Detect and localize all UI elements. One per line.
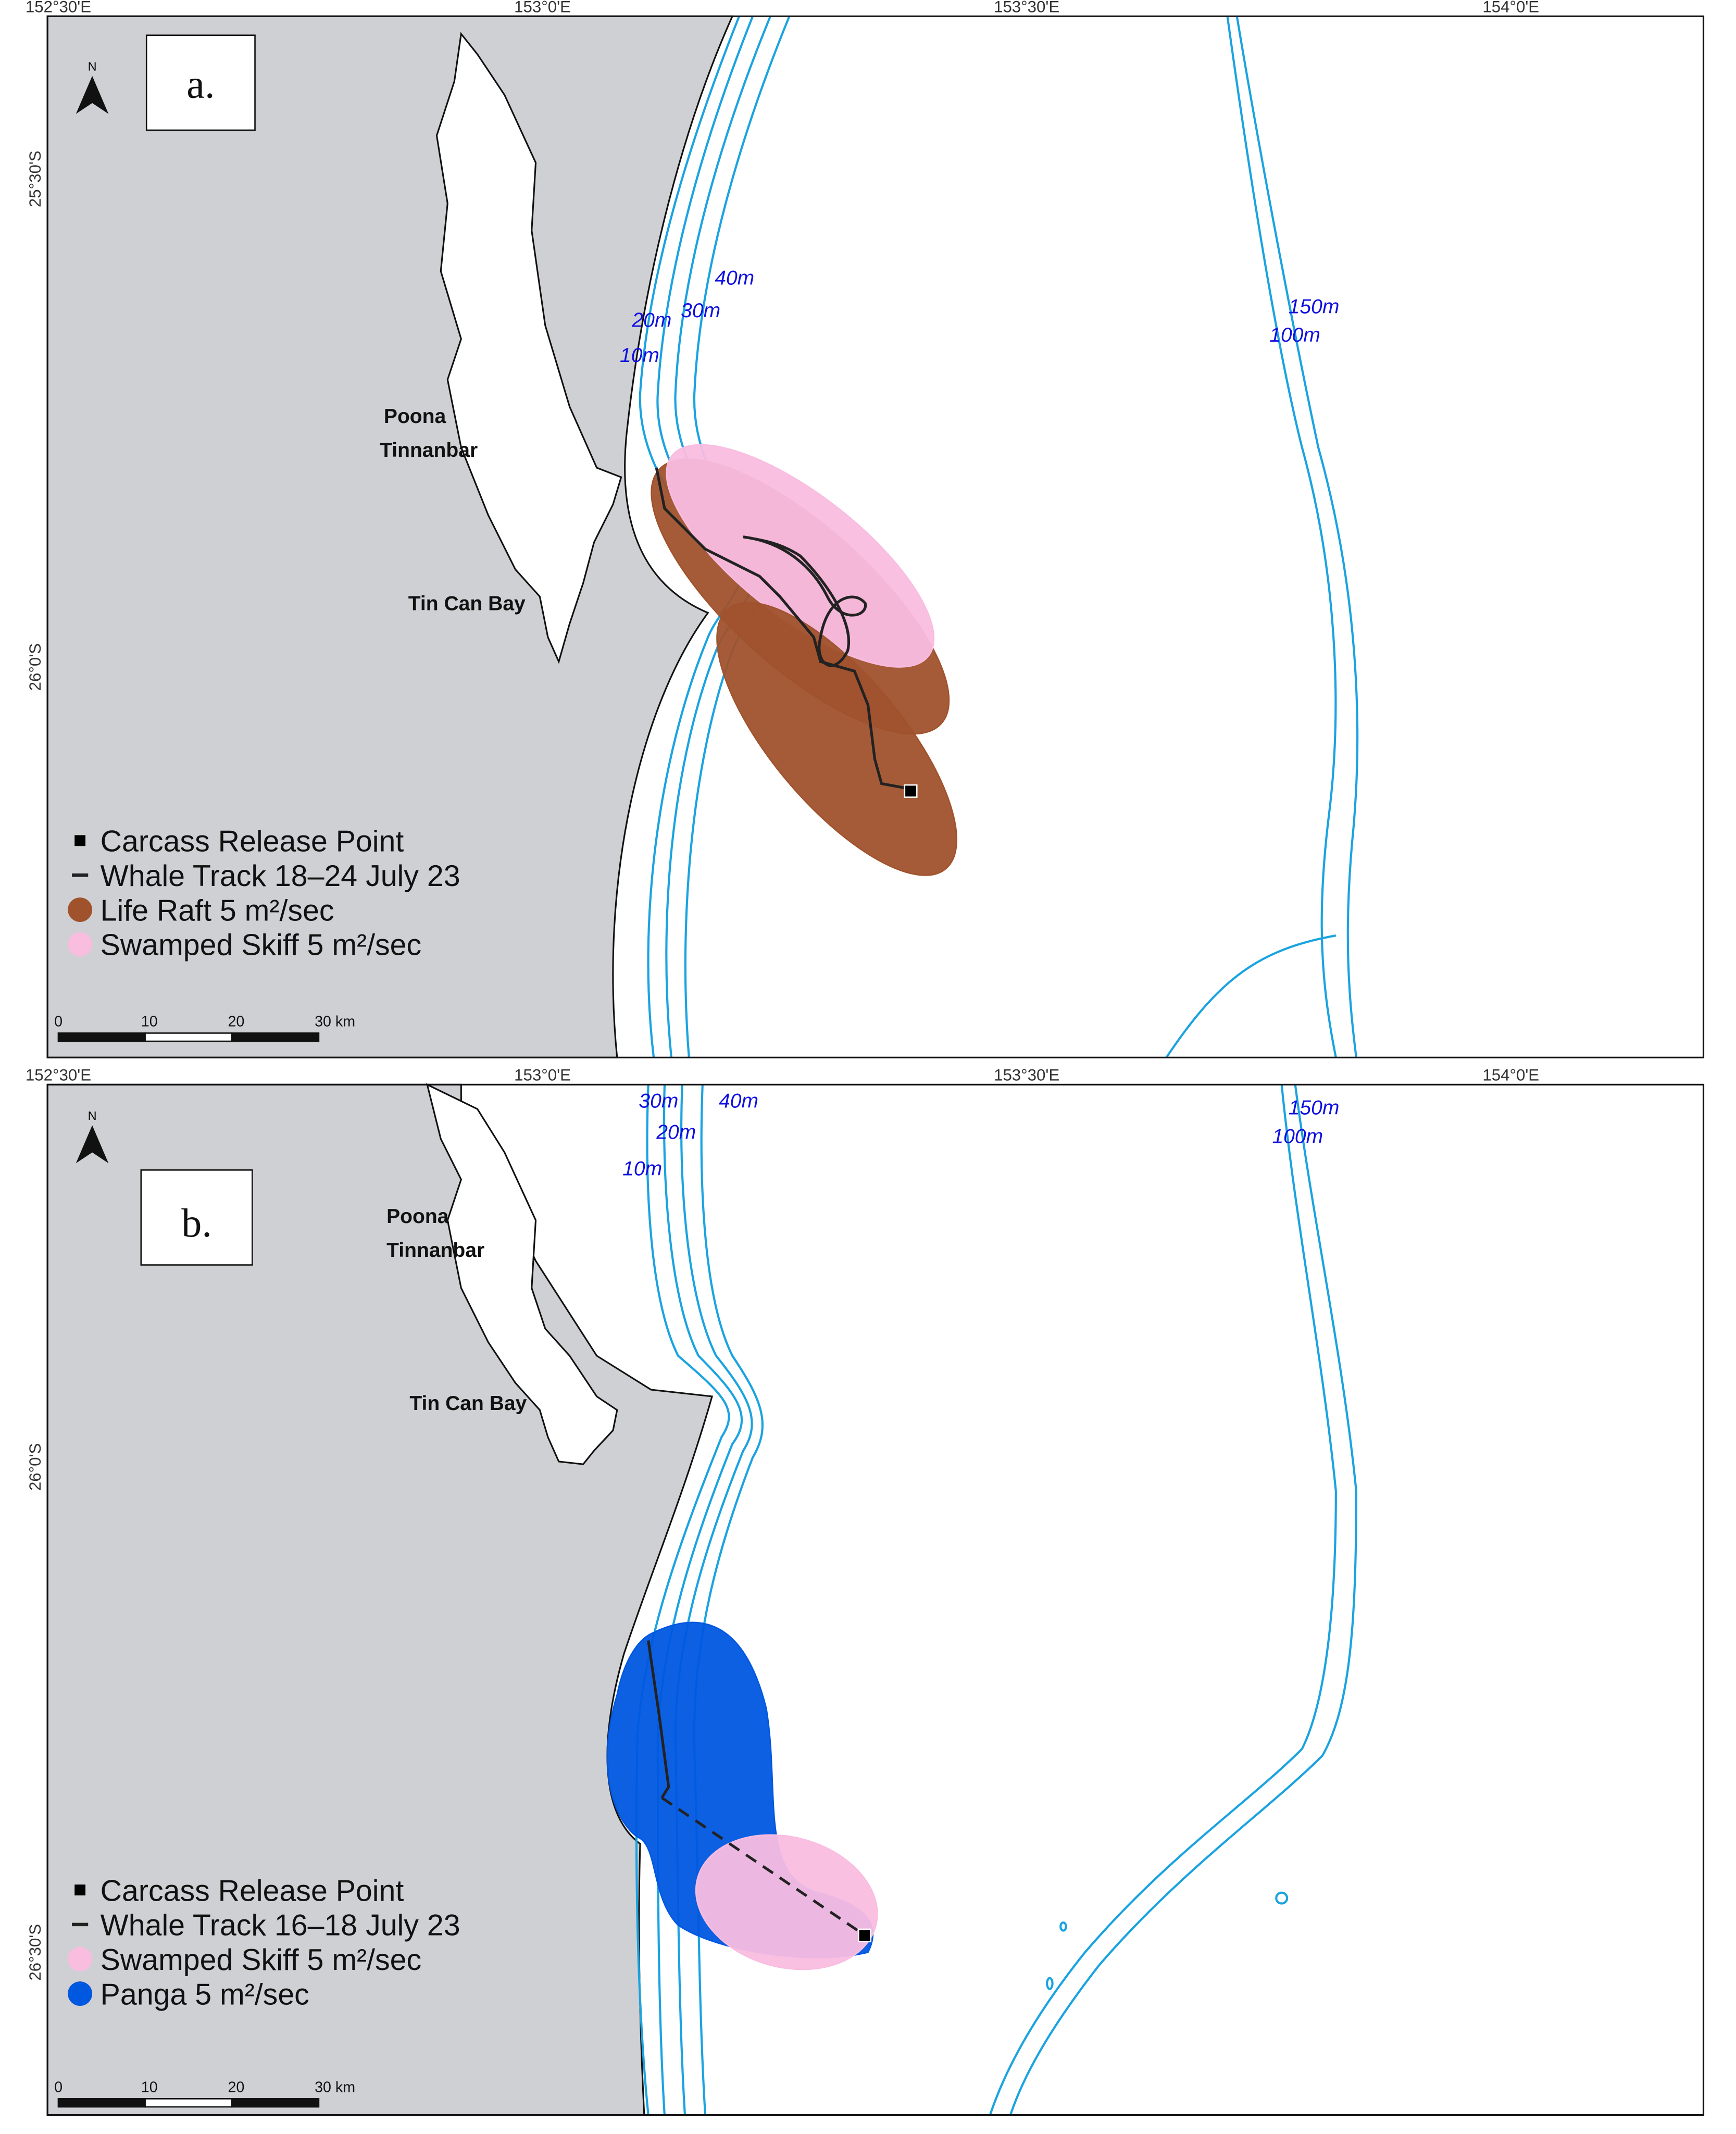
depth-label: 10m xyxy=(620,344,659,367)
frame xyxy=(46,1083,1705,2116)
scale-label: 30 km xyxy=(315,2079,355,2095)
panel-label: a. xyxy=(186,61,215,106)
lon-tick: 153°30'E xyxy=(994,0,1059,16)
lon-tick: 153°30'E xyxy=(994,1066,1059,1084)
release-point xyxy=(857,1928,872,1942)
lon-tick: 154°0'E xyxy=(1482,1066,1539,1084)
legend-label: Whale Track 16‒18 July 23 xyxy=(101,1909,460,1942)
whale-track-gap xyxy=(661,1796,865,1936)
contour xyxy=(989,1084,1337,2116)
lat-tick: 25°30'S xyxy=(26,151,44,207)
scale-label: 10 xyxy=(141,2079,158,2095)
contour xyxy=(1009,1084,1357,2116)
place: Poona xyxy=(384,405,446,428)
lon-tick: 153°0'E xyxy=(514,0,571,16)
whale-track-loop xyxy=(743,535,867,667)
depth-label: 40m xyxy=(715,267,754,290)
depth-label: 100m xyxy=(1272,1125,1323,1147)
scale-label: 10 xyxy=(141,1013,158,1030)
legend-marker xyxy=(68,1981,93,2006)
whale-track xyxy=(647,1640,670,1799)
scale-segment xyxy=(231,1032,320,1042)
legend-label: Life Raft 5 m²/sec xyxy=(101,894,334,927)
depth-label: 100m xyxy=(1269,324,1320,346)
legend-marker xyxy=(68,932,93,957)
legend-label: Whale Track 18‒24 July 23 xyxy=(101,859,460,893)
land xyxy=(46,15,734,1058)
scale-label: 30 km xyxy=(315,1013,355,1030)
contour xyxy=(1226,16,1337,1058)
scale-bar: 0 10 20 30 km xyxy=(54,2079,355,2108)
north-label: N xyxy=(88,1109,97,1122)
contour xyxy=(1275,1891,1289,1905)
place: Tin Can Bay xyxy=(408,592,526,615)
frame xyxy=(46,15,1705,1058)
north-label: N xyxy=(88,59,97,73)
lat-tick: 26°30'S xyxy=(26,1924,44,1981)
depth-label: 20m xyxy=(656,1121,696,1143)
scale-label: 20 xyxy=(228,1013,244,1030)
north-arrow xyxy=(76,1125,109,1164)
legend-marker xyxy=(74,835,86,846)
place: Poona xyxy=(386,1205,449,1228)
depth-label: 30m xyxy=(639,1090,678,1113)
legend-label: Swamped Skiff 5 m²/sec xyxy=(101,929,421,962)
release-point xyxy=(904,784,918,798)
estuary xyxy=(435,32,622,664)
legend-marker xyxy=(74,1885,86,1895)
panel-label-box xyxy=(145,34,256,131)
contour xyxy=(1235,16,1359,1058)
lat-tick: 26°0'S xyxy=(26,643,44,691)
panel-label-box xyxy=(140,1169,253,1266)
skiff-drift xyxy=(695,1834,878,1970)
contour xyxy=(1046,1977,1054,1990)
north-arrow xyxy=(76,76,109,114)
scale-bar: 0 10 20 30 km xyxy=(54,1013,355,1042)
legend-marker xyxy=(68,897,93,922)
scale-segment xyxy=(144,2098,233,2108)
panel-a: a. N 152°30'E 153°0'E 153°30'E 154°0'E 2… xyxy=(26,0,1705,1058)
lon-tick: 153°0'E xyxy=(514,1066,571,1084)
lat-tick: 26°0'S xyxy=(26,1443,44,1491)
scale-segment xyxy=(57,2098,146,2108)
panel-label: b. xyxy=(181,1200,212,1245)
contour xyxy=(1059,1921,1067,1932)
scale-segment xyxy=(231,2098,320,2108)
depth-label: 10m xyxy=(622,1158,662,1180)
depth-label: 40m xyxy=(719,1090,758,1113)
contour xyxy=(635,1084,730,2115)
depth-label: 20m xyxy=(631,309,671,331)
depth-label: 30m xyxy=(681,299,720,322)
legend-marker xyxy=(68,1946,93,1971)
scale-label: 20 xyxy=(228,2079,244,2095)
panel-b: b. N 152°30'E 153°0'E 153°30'E 154°0'E 2… xyxy=(26,1066,1705,2116)
legend-label: Panga 5 m²/sec xyxy=(101,1978,309,2011)
legend-label: Carcass Release Point xyxy=(101,825,404,858)
place: Tin Can Bay xyxy=(409,1392,527,1415)
contour xyxy=(656,1084,743,2115)
scale-segment xyxy=(144,1032,233,1042)
lon-tick: 154°0'E xyxy=(1482,0,1539,16)
place: Tinnanbar xyxy=(386,1239,484,1262)
legend-label: Swamped Skiff 5 m²/sec xyxy=(101,1943,421,1977)
legend-label: Carcass Release Point xyxy=(101,1874,404,1907)
depth-label: 150m xyxy=(1289,1097,1340,1119)
scale-segment xyxy=(57,1032,146,1042)
depth-label: 150m xyxy=(1289,295,1340,318)
place: Tinnanbar xyxy=(380,439,478,461)
lon-tick: 152°30'E xyxy=(26,1066,91,1084)
contour xyxy=(1165,934,1337,1058)
scale-label: 0 xyxy=(54,1013,63,1030)
whale-track xyxy=(655,467,912,791)
scale-label: 0 xyxy=(54,2079,63,2095)
estuary xyxy=(426,1083,618,1465)
lon-tick: 152°30'E xyxy=(26,0,91,16)
liferaft-drift xyxy=(716,602,957,876)
